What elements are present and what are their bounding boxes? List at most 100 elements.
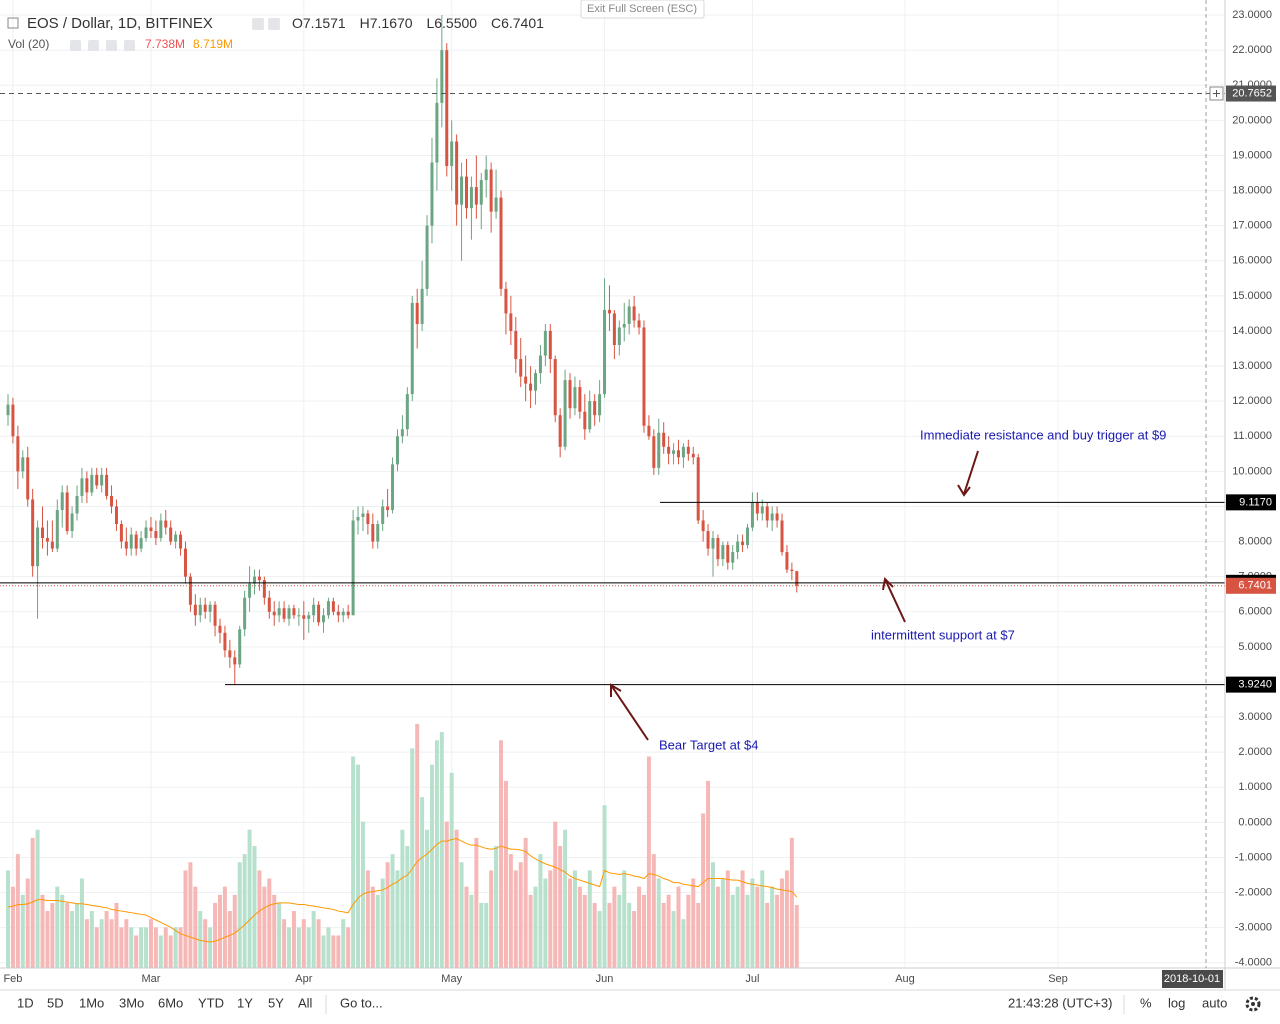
candle-body xyxy=(297,615,301,617)
collapse-icon[interactable] xyxy=(7,17,19,29)
volume-bar xyxy=(227,911,232,968)
candle-body xyxy=(568,380,572,409)
candle-body xyxy=(341,611,345,616)
volume-pane xyxy=(6,723,799,968)
range-button[interactable]: 1D xyxy=(17,995,34,1010)
y-tick-label: 23.0000 xyxy=(1232,9,1272,21)
ohlc-key: L xyxy=(426,15,434,31)
candle-body xyxy=(203,604,207,612)
volume-bar xyxy=(356,764,361,968)
volume-bar xyxy=(794,905,799,968)
annotation-arrowhead xyxy=(957,484,971,497)
settings-button[interactable] xyxy=(1245,996,1261,1012)
candle-body xyxy=(381,506,385,525)
volume-bar xyxy=(789,837,794,968)
icon[interactable] xyxy=(124,40,135,51)
candle-body xyxy=(149,527,153,532)
candle-body xyxy=(612,313,616,346)
volume-bar xyxy=(439,732,444,968)
volume-bar xyxy=(686,894,691,968)
volume-bar xyxy=(390,854,395,968)
y-tick-label: 3.0000 xyxy=(1238,711,1272,723)
volume-bar xyxy=(6,870,10,968)
volume-bar xyxy=(770,886,775,968)
candle-body xyxy=(489,169,493,212)
volume-bar xyxy=(60,894,65,968)
volume-bar xyxy=(720,878,725,968)
icon[interactable] xyxy=(252,18,264,30)
scale-button[interactable]: log xyxy=(1168,995,1185,1010)
candle-body xyxy=(775,513,779,521)
icon[interactable] xyxy=(88,40,99,51)
candle-body xyxy=(440,50,444,103)
volume-bar xyxy=(35,829,40,968)
candle-body xyxy=(287,608,291,619)
candle-body xyxy=(578,387,582,412)
volume-bar xyxy=(543,878,548,968)
ohlc-key: O xyxy=(292,15,303,31)
candle-body xyxy=(529,383,533,391)
volume-bar xyxy=(656,878,661,968)
volume-bar xyxy=(129,927,134,968)
candle-body xyxy=(50,541,54,549)
scale-button[interactable]: auto xyxy=(1202,995,1227,1010)
chart-title: EOS / Dollar, 1D, BITFINEX xyxy=(27,15,213,32)
volume-bar xyxy=(661,902,666,968)
ohlc-key: H xyxy=(360,15,370,31)
icon[interactable] xyxy=(70,40,81,51)
ohlc-value: 7.1571 xyxy=(303,15,346,31)
volume-bar xyxy=(671,911,676,968)
y-tick-label: -4.0000 xyxy=(1235,957,1272,969)
volume-bar xyxy=(79,878,84,968)
volume-bar xyxy=(370,886,375,968)
volume-bar xyxy=(50,902,55,968)
range-button[interactable]: 5D xyxy=(47,995,64,1010)
volume-bar xyxy=(267,878,272,968)
range-button[interactable]: YTD xyxy=(198,995,224,1010)
y-tick-label: 11.0000 xyxy=(1233,430,1272,442)
volume-bar xyxy=(144,927,149,968)
volume-bar xyxy=(316,919,321,968)
range-button[interactable]: 6Mo xyxy=(158,995,183,1010)
volume-bar xyxy=(646,756,651,968)
candle-body xyxy=(218,625,222,633)
candle-body xyxy=(474,187,478,205)
candle-body xyxy=(593,401,597,416)
volume-bar xyxy=(25,878,30,968)
volume-bar xyxy=(449,772,454,968)
volume-bar xyxy=(474,837,479,968)
candle-body xyxy=(795,571,799,586)
candle-body xyxy=(494,197,498,212)
range-button[interactable]: 1Mo xyxy=(79,995,104,1010)
range-button[interactable]: All xyxy=(298,995,313,1010)
candle-body xyxy=(455,141,459,205)
candle-body xyxy=(667,446,671,454)
exit-fullscreen-button[interactable] xyxy=(580,0,705,19)
candle-body xyxy=(376,524,380,542)
volume-bar xyxy=(385,862,390,968)
toolbar: 1D 5D 1Mo 3Mo 6Mo YTD 1Y 5Y All Go to...… xyxy=(17,995,1261,1014)
volume-bar xyxy=(701,813,706,968)
candle-body xyxy=(499,197,503,289)
volume-icons xyxy=(70,40,135,51)
candle-body xyxy=(70,513,74,532)
price-label: 6.7401 xyxy=(1238,580,1272,592)
goto-button[interactable]: Go to... xyxy=(340,995,383,1010)
candle-body xyxy=(16,436,20,472)
candle-body xyxy=(469,187,473,209)
candle-body xyxy=(686,446,690,454)
candle-body xyxy=(238,629,242,665)
range-button[interactable]: 5Y xyxy=(268,995,284,1010)
volume-bar xyxy=(336,935,341,968)
candle-body xyxy=(622,323,626,328)
scale-button[interactable]: % xyxy=(1140,995,1152,1010)
icon[interactable] xyxy=(106,40,117,51)
range-button[interactable]: 3Mo xyxy=(119,995,144,1010)
candle-body xyxy=(460,176,464,205)
range-button[interactable]: 1Y xyxy=(237,995,253,1010)
candle-body xyxy=(228,650,232,658)
candle-body xyxy=(267,597,271,612)
icon[interactable] xyxy=(268,18,280,30)
exit-fullscreen-label[interactable]: Exit Full Screen (ESC) xyxy=(587,3,697,15)
candle-body xyxy=(425,225,429,289)
